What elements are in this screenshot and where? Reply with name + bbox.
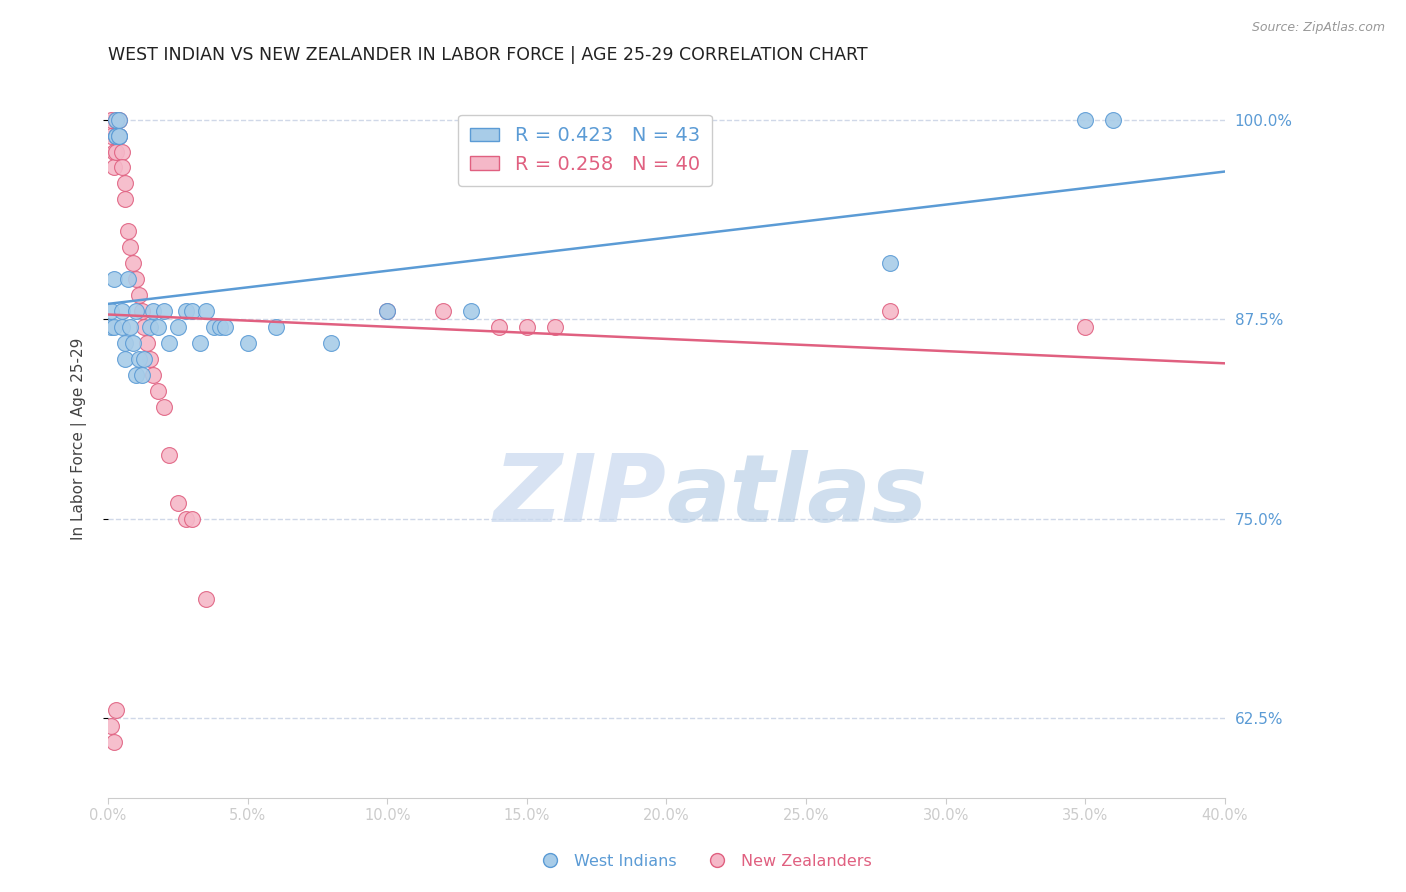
Point (105, 128, 128, 143)
Text: ZIP: ZIP (494, 450, 666, 542)
Point (159, 448, 181, 462)
Point (111, 161, 134, 175)
Point (148, 320, 170, 334)
Point (516, 320, 538, 334)
Point (432, 304, 454, 318)
Point (111, 145, 134, 159)
Point (120, 240, 142, 254)
Point (879, 304, 901, 318)
Point (131, 304, 153, 318)
Point (103, 320, 125, 334)
Point (128, 288, 150, 302)
Point (125, 272, 148, 286)
Point (103, 272, 125, 286)
Point (114, 193, 136, 207)
Point (103, 161, 125, 175)
Point (122, 336, 145, 351)
Point (100, 112, 122, 127)
Point (114, 352, 136, 367)
Point (117, 224, 139, 238)
Point (100, 320, 122, 334)
Point (111, 320, 134, 334)
Y-axis label: In Labor Force | Age 25-29: In Labor Force | Age 25-29 (72, 338, 87, 540)
Point (134, 320, 156, 334)
Point (131, 368, 153, 382)
Point (111, 304, 134, 318)
Legend: R = 0.423   N = 43, R = 0.258   N = 40: R = 0.423 N = 43, R = 0.258 N = 40 (458, 114, 711, 186)
Text: Source: ZipAtlas.com: Source: ZipAtlas.com (1251, 21, 1385, 34)
Point (236, 336, 259, 351)
Point (460, 304, 482, 318)
Point (117, 272, 139, 286)
Point (103, 735, 125, 749)
Point (159, 336, 181, 351)
Point (100, 128, 122, 143)
Point (194, 591, 217, 606)
Point (134, 352, 156, 367)
Point (105, 128, 128, 143)
Point (108, 128, 131, 143)
Point (1074, 320, 1097, 334)
Point (108, 128, 131, 143)
Point (139, 320, 162, 334)
Point (544, 320, 567, 334)
Point (108, 128, 131, 143)
Point (180, 511, 202, 525)
Point (125, 368, 148, 382)
Point (103, 145, 125, 159)
Point (125, 304, 148, 318)
Point (375, 304, 398, 318)
Point (100, 304, 122, 318)
Point (148, 384, 170, 398)
Point (128, 352, 150, 367)
Point (174, 511, 197, 525)
Point (1074, 112, 1097, 127)
Point (153, 400, 176, 414)
Point (208, 320, 231, 334)
Point (108, 112, 131, 127)
Point (136, 336, 159, 351)
Point (108, 112, 131, 127)
Point (114, 177, 136, 191)
Point (139, 352, 162, 367)
Point (321, 336, 343, 351)
Point (105, 112, 128, 127)
Point (122, 256, 145, 270)
Point (488, 320, 510, 334)
Point (194, 304, 217, 318)
Point (264, 320, 287, 334)
Text: WEST INDIAN VS NEW ZEALANDER IN LABOR FORCE | AGE 25-29 CORRELATION CHART: WEST INDIAN VS NEW ZEALANDER IN LABOR FO… (108, 46, 868, 64)
Point (142, 368, 165, 382)
Point (100, 719, 122, 733)
Point (188, 336, 211, 351)
Point (180, 304, 202, 318)
Point (375, 304, 398, 318)
Legend: West Indians, New Zealanders: West Indians, New Zealanders (529, 847, 877, 875)
Point (105, 145, 128, 159)
Point (167, 496, 190, 510)
Point (105, 128, 128, 143)
Point (1102, 112, 1125, 127)
Point (105, 112, 128, 127)
Point (879, 256, 901, 270)
Point (214, 320, 236, 334)
Point (105, 703, 128, 717)
Point (142, 304, 165, 318)
Point (114, 336, 136, 351)
Point (120, 320, 142, 334)
Point (153, 304, 176, 318)
Point (167, 320, 190, 334)
Text: atlas: atlas (666, 450, 928, 542)
Point (202, 320, 225, 334)
Point (174, 304, 197, 318)
